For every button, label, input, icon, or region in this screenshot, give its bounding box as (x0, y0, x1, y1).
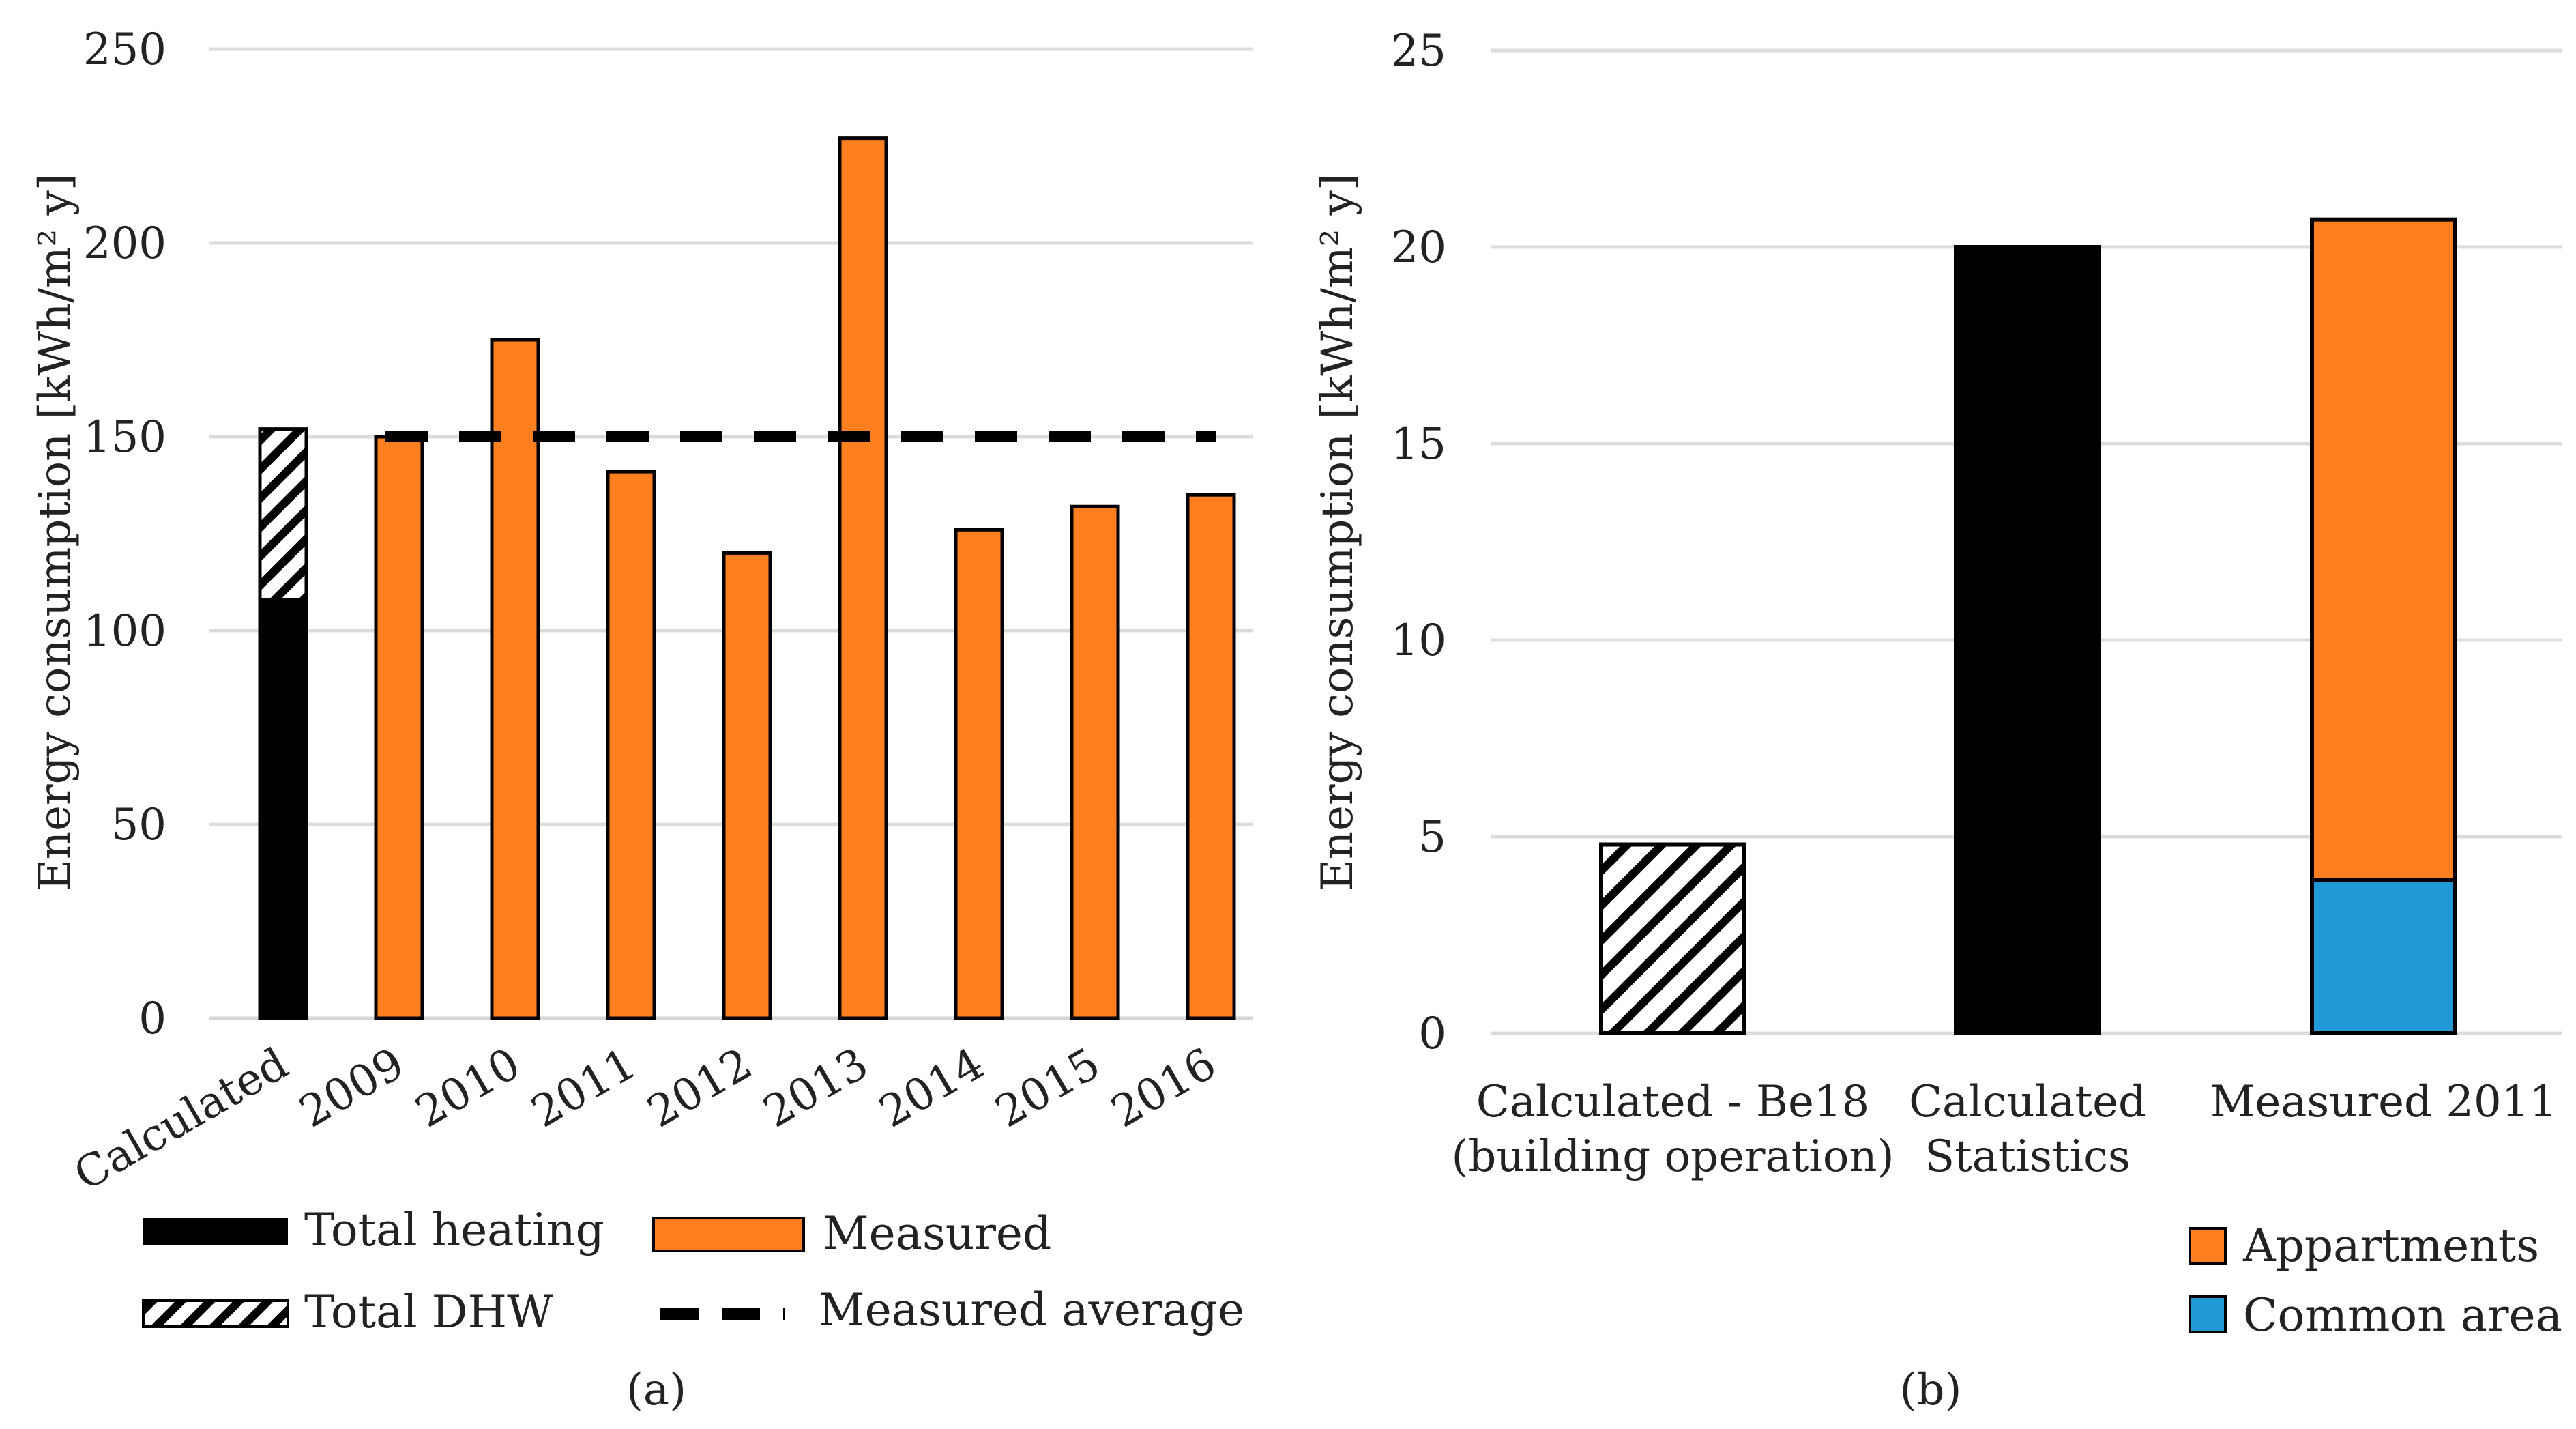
y-tick-label: 15 (1391, 419, 1446, 470)
legend-item-appartments: Appartments (2189, 1219, 2539, 1272)
chart-b-y-axis-label: Energy consumption [kWh/m² y] (1313, 173, 1363, 891)
legend-swatch-common-area (2189, 1295, 2227, 1333)
legend-item-common-area: Common area (2189, 1289, 2562, 1342)
x-tick-label-2014: 2014 (871, 1039, 993, 1138)
bar-common-area-measured-2011 (2310, 878, 2457, 1035)
y-tick-label: 0 (138, 994, 166, 1044)
y-tick-label: 150 (83, 412, 166, 463)
legend-label-measured-average: Measured average (819, 1284, 1244, 1336)
chart-a-bars (258, 136, 1236, 1020)
legend-label-total-dhw: Total DHW (304, 1286, 553, 1338)
legend-swatch-measured (652, 1217, 805, 1252)
chart-a-category-labels: Calculated200920102011201220132014201520… (66, 1039, 1225, 1201)
legend-swatch-appartments (2189, 1227, 2227, 1265)
y-tick-label: 50 (111, 800, 166, 850)
x-tick-label-calculated-be18: Calculated - Be18 (1476, 1077, 1870, 1127)
chart-b-y-ticks: 0 5 10 15 20 25 (1391, 26, 1446, 1059)
x-tick-label-2009: 2009 (291, 1039, 413, 1138)
bar-calculated-be18-calculated-be18-building-operation (1599, 842, 1746, 1036)
bar-measured-2016 (1186, 493, 1236, 1020)
chart-b-bars (1599, 217, 2457, 1036)
y-tick-label: 20 (1391, 222, 1446, 273)
x-tick-label-2010: 2010 (407, 1039, 529, 1138)
legend-label-total-heating: Total heating (304, 1204, 604, 1256)
legend-label-common-area: Common area (2243, 1289, 2562, 1342)
legend-item-total-heating: Total heating (143, 1204, 604, 1256)
bar-measured-2013 (838, 136, 888, 1020)
x-tick-label-calculated: Calculated (66, 1039, 297, 1201)
legend-item-measured-average: Measured average (660, 1284, 1244, 1336)
y-tick-label: 25 (1391, 26, 1446, 76)
legend-item-total-dhw: Total DHW (142, 1286, 553, 1338)
chart-b-category-labels: Calculated - Be18(building operation) Cal… (1451, 1077, 2557, 1182)
y-tick-label: 0 (1418, 1009, 1446, 1059)
chart-b: 0 5 10 15 20 25 Energy consumption [kWh/m² y]… (1313, 26, 2562, 1415)
chart-a-y-axis-label: Energy consumption [kWh/m² y] (30, 173, 80, 891)
x-tick-label-2012: 2012 (639, 1039, 761, 1138)
y-tick-label: 10 (1391, 616, 1446, 666)
x-tick-label-2011: 2011 (523, 1039, 645, 1138)
bar-measured-2015 (1070, 504, 1120, 1020)
x-tick-label-building-operation: (building operation) (1451, 1131, 1894, 1182)
chart-a-caption: (a) (626, 1365, 686, 1415)
legend-item-measured: Measured (652, 1207, 1051, 1260)
x-tick-label-calculated: Calculated (1909, 1077, 2146, 1127)
bar-measured-2012 (722, 551, 772, 1020)
y-tick-label: 200 (83, 218, 166, 269)
x-tick-label-2016: 2016 (1103, 1039, 1225, 1138)
bar-total-dhw-calculated (258, 427, 308, 602)
x-tick-label-2013: 2013 (755, 1039, 877, 1138)
chart-a-y-ticks: 0 50 100 150 200 250 (83, 25, 166, 1044)
x-tick-label-2015: 2015 (987, 1039, 1109, 1138)
y-tick-label: 5 (1418, 812, 1446, 863)
legend-swatch-total-dhw (142, 1299, 289, 1328)
bar-total-heating-calculated (258, 598, 308, 1020)
chart-a: 0 50 100 150 200 250 Energy consumption [kWh/… (30, 25, 1253, 1415)
bar-measured-2010 (490, 338, 540, 1020)
x-tick-label-measured-2011: Measured 2011 (2210, 1077, 2557, 1127)
chart-b-legend: Appartments Common area (2189, 1219, 2562, 1342)
bar-calculated-statistics-calculated-statistics (1954, 245, 2101, 1035)
chart-a-legend: Total heating Measured Total DHW Measure… (142, 1204, 1244, 1338)
y-tick-label: 250 (83, 25, 166, 75)
x-tick-label-statistics: Statistics (1924, 1131, 2131, 1182)
bar-measured-2009 (374, 435, 424, 1020)
legend-label-measured: Measured (823, 1207, 1051, 1260)
legend-label-appartments: Appartments (2242, 1219, 2539, 1272)
y-tick-label: 100 (83, 606, 166, 656)
bar-appartments-measured-2011 (2310, 217, 2457, 882)
legend-swatch-total-heating (143, 1218, 288, 1245)
bar-measured-2014 (954, 528, 1004, 1020)
chart-b-caption: (b) (1900, 1365, 1962, 1415)
bar-measured-2011 (606, 470, 656, 1020)
